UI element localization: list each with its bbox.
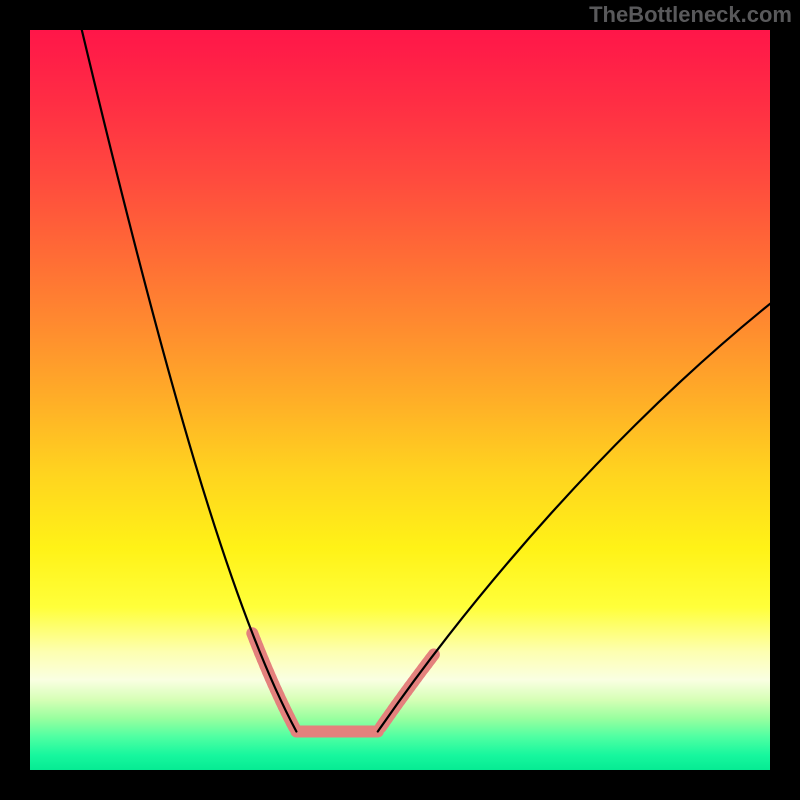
watermark-text: TheBottleneck.com xyxy=(589,2,792,28)
figure-root: TheBottleneck.com xyxy=(0,0,800,800)
plot-svg xyxy=(30,30,770,770)
plot-area xyxy=(30,30,770,770)
gradient-rect xyxy=(30,30,770,770)
